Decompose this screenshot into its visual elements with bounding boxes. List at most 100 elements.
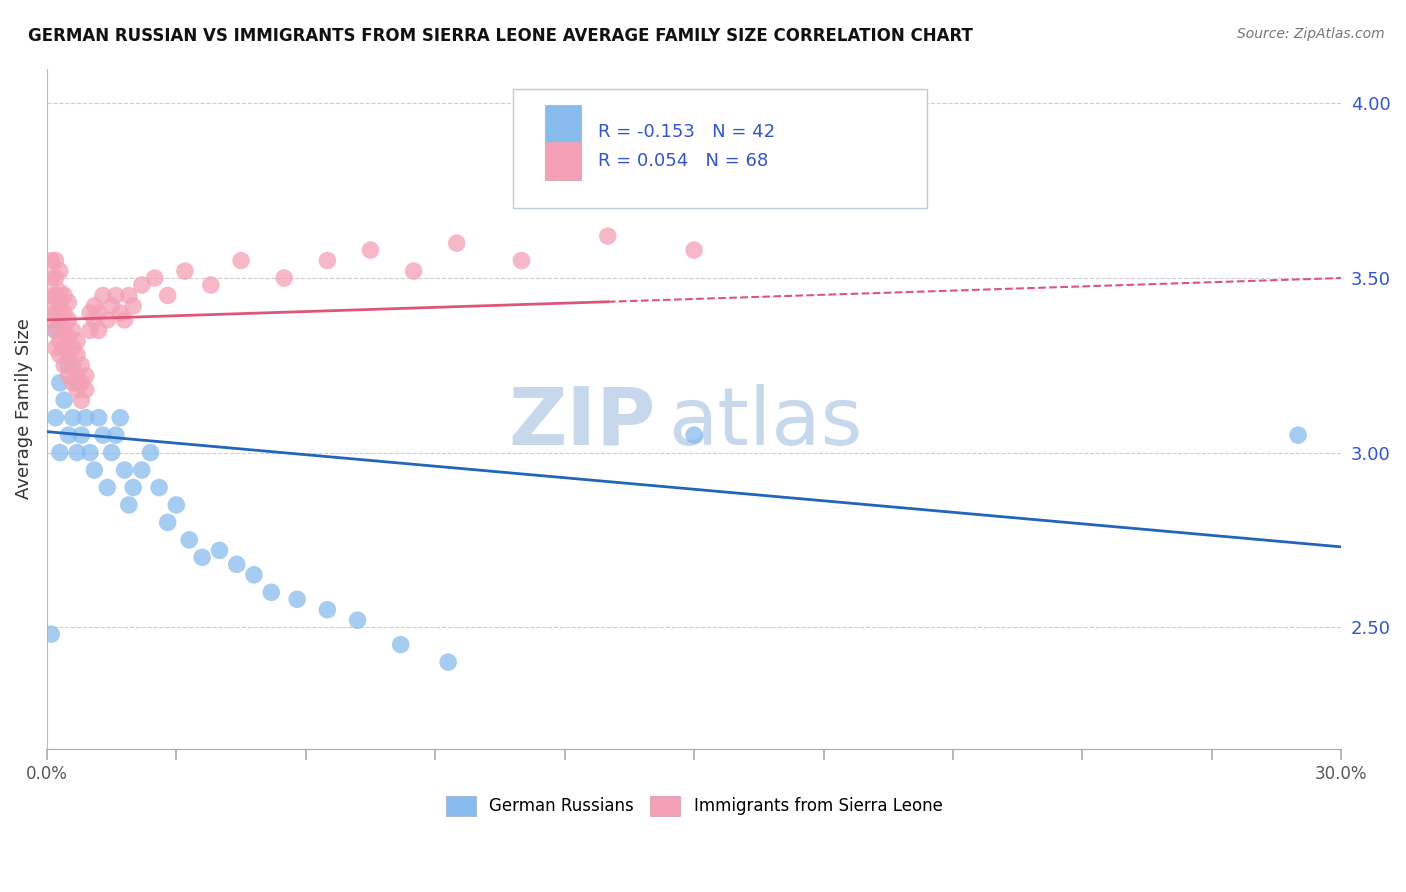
Point — [114, 463, 136, 477]
Point — [62, 323, 84, 337]
Point — [62, 376, 84, 390]
Point — [49, 445, 72, 459]
Point — [100, 445, 122, 459]
Point — [39, 253, 62, 268]
Point — [79, 445, 101, 459]
Point — [53, 341, 76, 355]
Point — [191, 550, 214, 565]
Point — [66, 368, 89, 383]
Point — [389, 638, 412, 652]
Point — [58, 313, 80, 327]
Point — [53, 288, 76, 302]
Point — [110, 410, 132, 425]
Point — [91, 428, 114, 442]
Point — [260, 585, 283, 599]
Point — [44, 410, 66, 425]
Point — [49, 285, 72, 299]
Point — [49, 348, 72, 362]
Point — [285, 592, 308, 607]
Point — [58, 348, 80, 362]
FancyBboxPatch shape — [546, 143, 582, 180]
Point — [75, 383, 97, 397]
Point — [683, 428, 706, 442]
Point — [104, 288, 127, 302]
Point — [229, 253, 252, 268]
Point — [62, 410, 84, 425]
Point — [273, 271, 295, 285]
Point — [243, 567, 266, 582]
Point — [174, 264, 197, 278]
Point — [437, 655, 460, 669]
Point — [131, 463, 153, 477]
Point — [75, 368, 97, 383]
Text: R = -0.153   N = 42: R = -0.153 N = 42 — [599, 123, 776, 141]
Point — [58, 359, 80, 373]
Point — [316, 253, 339, 268]
Text: R = 0.054   N = 68: R = 0.054 N = 68 — [599, 153, 769, 170]
Point — [39, 271, 62, 285]
Point — [114, 313, 136, 327]
Point — [44, 271, 66, 285]
Point — [510, 253, 533, 268]
Point — [53, 359, 76, 373]
Point — [58, 330, 80, 344]
Point — [79, 323, 101, 337]
Point — [346, 613, 368, 627]
Point — [79, 306, 101, 320]
Point — [70, 393, 93, 408]
Point — [118, 498, 141, 512]
Point — [39, 627, 62, 641]
FancyBboxPatch shape — [546, 105, 582, 143]
Point — [148, 481, 170, 495]
Point — [87, 306, 110, 320]
Point — [1286, 428, 1309, 442]
Point — [596, 229, 619, 244]
Point — [100, 299, 122, 313]
Point — [96, 481, 118, 495]
Y-axis label: Average Family Size: Average Family Size — [15, 318, 32, 500]
Point — [58, 368, 80, 383]
Point — [122, 299, 145, 313]
FancyBboxPatch shape — [513, 89, 927, 208]
Point — [66, 445, 89, 459]
Point — [44, 323, 66, 337]
Point — [66, 348, 89, 362]
Point — [66, 334, 89, 348]
Point — [44, 341, 66, 355]
Point — [225, 558, 247, 572]
Point — [208, 543, 231, 558]
Point — [316, 603, 339, 617]
Point — [44, 288, 66, 302]
Point — [446, 236, 468, 251]
Point — [96, 313, 118, 327]
Point — [39, 313, 62, 327]
Point — [49, 264, 72, 278]
Text: ZIP: ZIP — [508, 384, 655, 461]
Point — [402, 264, 425, 278]
Point — [39, 299, 62, 313]
Point — [44, 253, 66, 268]
Text: atlas: atlas — [668, 384, 862, 461]
Point — [104, 428, 127, 442]
Point — [53, 306, 76, 320]
Point — [70, 376, 93, 390]
Point — [49, 334, 72, 348]
Point — [122, 481, 145, 495]
Point — [66, 383, 89, 397]
Point — [360, 243, 382, 257]
Point — [49, 376, 72, 390]
Point — [118, 288, 141, 302]
Point — [139, 445, 162, 459]
Point — [70, 428, 93, 442]
Point — [44, 306, 66, 320]
Point — [58, 295, 80, 310]
Point — [91, 288, 114, 302]
Point — [83, 313, 105, 327]
Legend: German Russians, Immigrants from Sierra Leone: German Russians, Immigrants from Sierra … — [439, 789, 949, 822]
Point — [179, 533, 201, 547]
Point — [83, 463, 105, 477]
Point — [66, 376, 89, 390]
Point — [39, 288, 62, 302]
Point — [200, 278, 222, 293]
Point — [70, 359, 93, 373]
